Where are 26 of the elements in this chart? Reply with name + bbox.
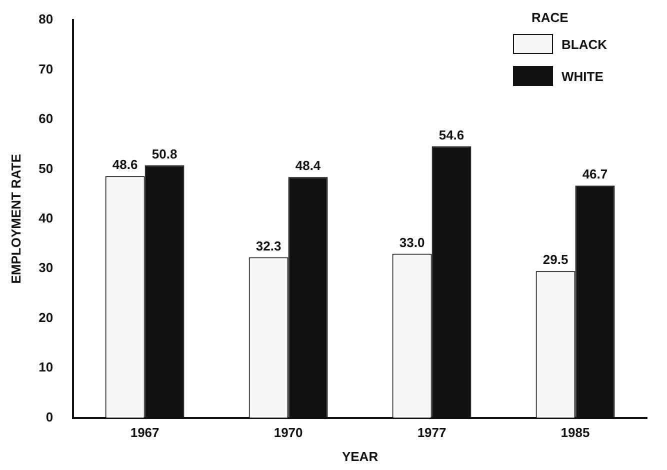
legend-label: BLACK <box>562 36 607 52</box>
y-tick-label: 0 <box>46 409 54 424</box>
legend-label: WHITE <box>562 68 604 84</box>
x-tick-label: 1970 <box>274 425 303 440</box>
x-tick-label: 1985 <box>560 425 590 440</box>
x-tick-label: 1977 <box>417 425 446 440</box>
y-tick-label: 10 <box>38 360 54 375</box>
data-label: 48.4 <box>295 158 322 174</box>
y-tick-label: 80 <box>38 12 54 27</box>
y-tick-label: 50 <box>38 160 54 176</box>
y-tick-label: 20 <box>38 310 54 325</box>
data-label: 54.6 <box>438 127 464 142</box>
data-label: 50.8 <box>152 146 178 162</box>
data-label: 32.3 <box>256 238 282 254</box>
y-tick-label: 40 <box>38 210 54 226</box>
y-axis-title: EMPLOYMENT RATE <box>8 154 24 284</box>
data-label: 46.7 <box>582 166 608 182</box>
y-tick-label: 70 <box>38 61 54 76</box>
x-axis-title: YEAR <box>342 448 379 464</box>
x-tick-label: 1967 <box>130 425 160 440</box>
data-label: 33.0 <box>399 234 425 250</box>
y-tick-label: 60 <box>38 111 54 126</box>
legend-title: RACE <box>532 10 570 25</box>
y-tick-label: 30 <box>38 260 54 276</box>
data-label: 29.5 <box>542 252 568 268</box>
data-label: 48.6 <box>112 157 138 172</box>
